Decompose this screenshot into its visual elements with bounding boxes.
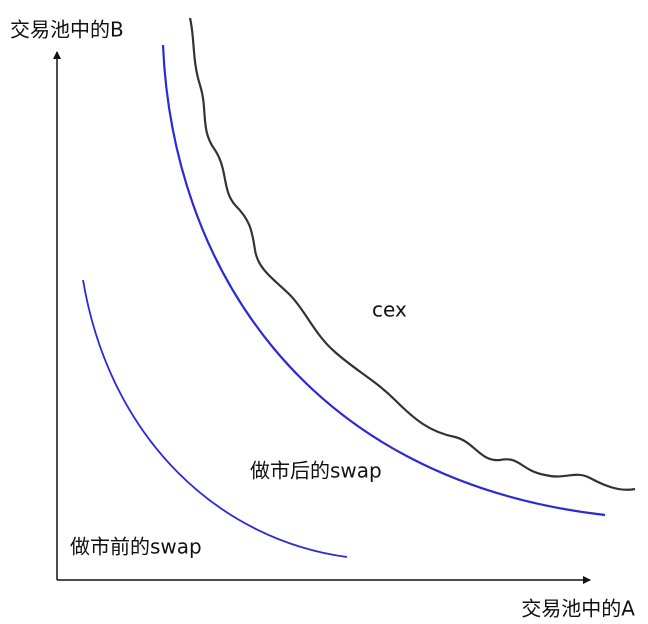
curve-label: 做市前的swap bbox=[70, 535, 202, 559]
curve-label: 做市后的swap bbox=[250, 459, 382, 483]
swap-before-curve bbox=[82, 279, 348, 558]
y-axis-label: 交易池中的B bbox=[10, 18, 124, 42]
curve-label: cex bbox=[372, 298, 407, 322]
cex-curve bbox=[188, 17, 636, 491]
x-axis-label: 交易池中的A bbox=[521, 597, 635, 621]
swap-after-curve bbox=[161, 44, 606, 517]
